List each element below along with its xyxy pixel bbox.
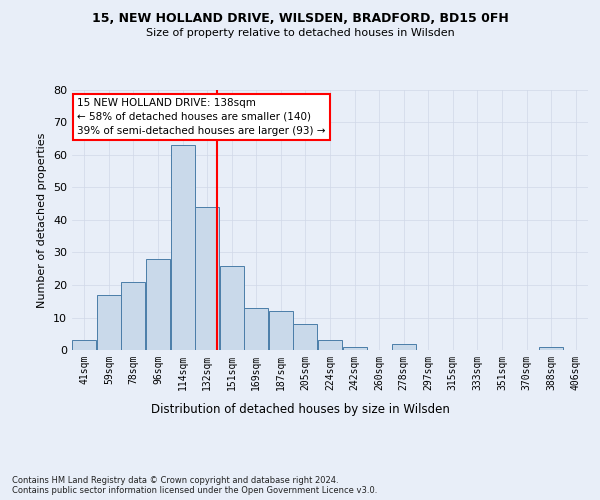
Text: 15, NEW HOLLAND DRIVE, WILSDEN, BRADFORD, BD15 0FH: 15, NEW HOLLAND DRIVE, WILSDEN, BRADFORD…	[92, 12, 508, 26]
Text: Contains HM Land Registry data © Crown copyright and database right 2024.
Contai: Contains HM Land Registry data © Crown c…	[12, 476, 377, 495]
Bar	[392, 344, 416, 350]
Bar	[195, 207, 219, 350]
Text: 15 NEW HOLLAND DRIVE: 138sqm
← 58% of detached houses are smaller (140)
39% of s: 15 NEW HOLLAND DRIVE: 138sqm ← 58% of de…	[77, 98, 326, 136]
Bar	[293, 324, 317, 350]
Text: Size of property relative to detached houses in Wilsden: Size of property relative to detached ho…	[146, 28, 454, 38]
Bar	[539, 347, 563, 350]
Bar	[220, 266, 244, 350]
Text: Distribution of detached houses by size in Wilsden: Distribution of detached houses by size …	[151, 402, 449, 415]
Bar	[269, 311, 293, 350]
Bar	[121, 282, 145, 350]
Bar	[170, 145, 194, 350]
Bar	[97, 294, 121, 350]
Bar	[73, 340, 96, 350]
Bar	[244, 308, 268, 350]
Bar	[146, 259, 170, 350]
Bar	[318, 340, 342, 350]
Y-axis label: Number of detached properties: Number of detached properties	[37, 132, 47, 308]
Bar	[343, 347, 367, 350]
